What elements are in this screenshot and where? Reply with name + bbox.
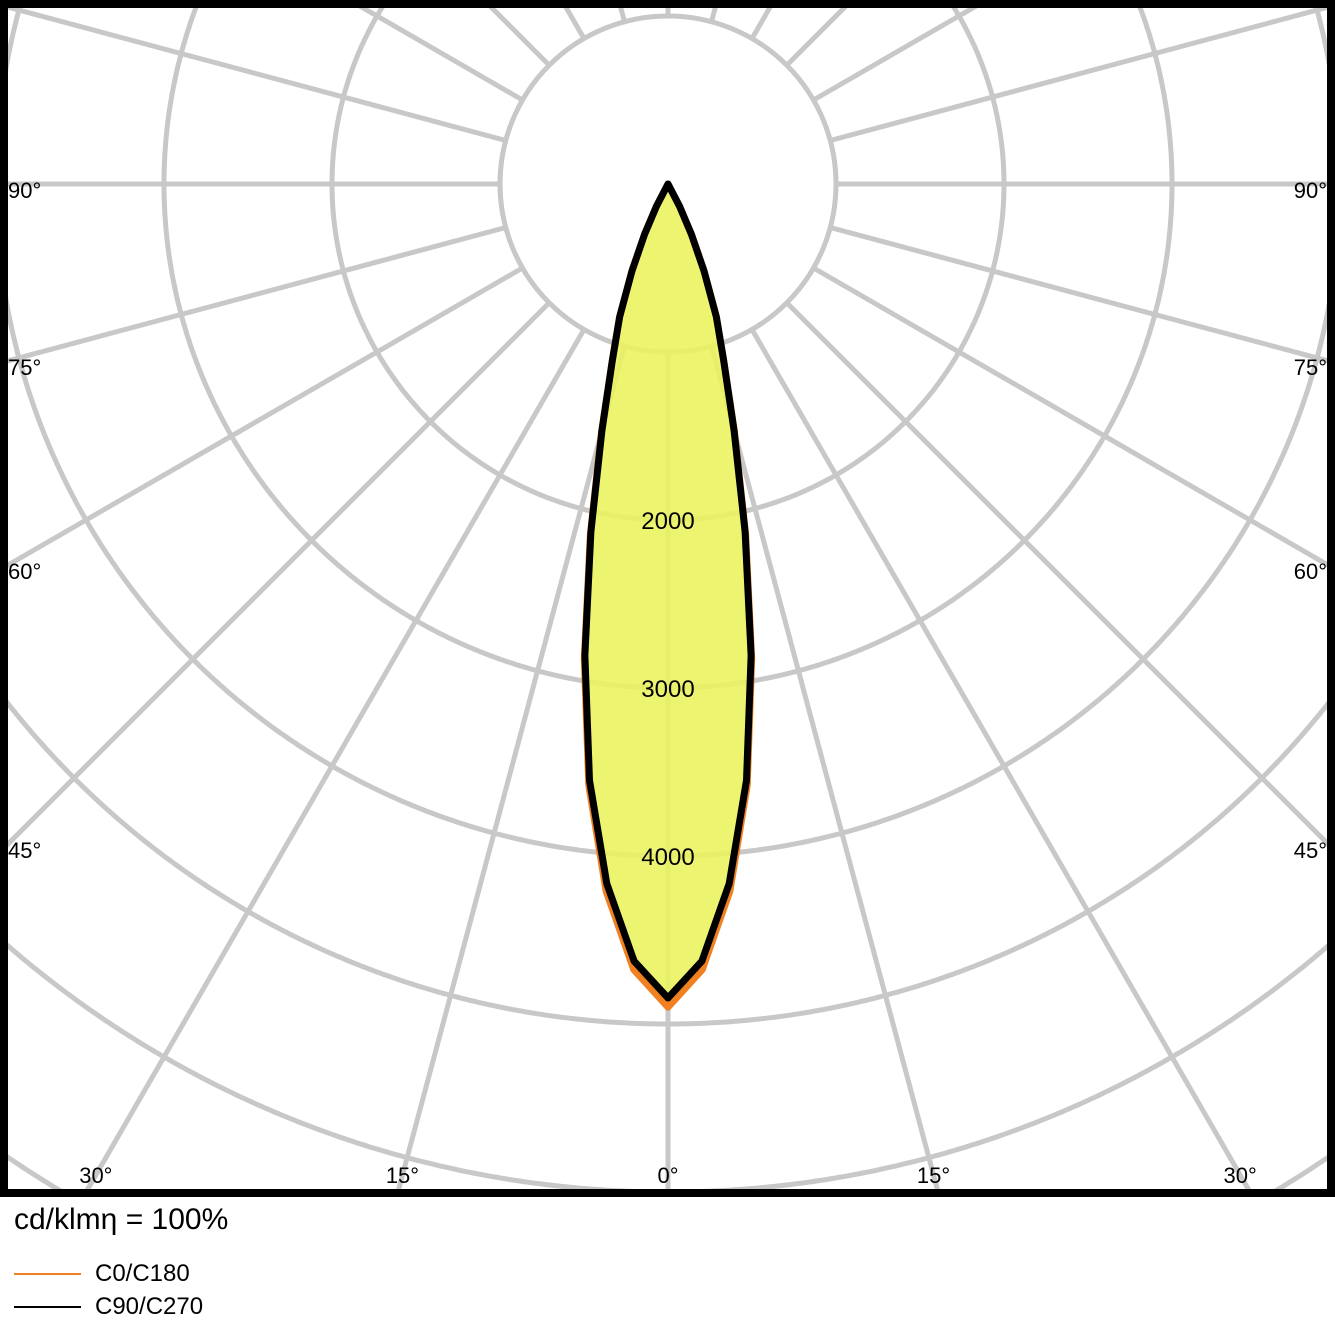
radial-gridline xyxy=(749,328,1253,1195)
angle-label: 45° xyxy=(8,838,41,863)
radial-gridline xyxy=(2,301,551,850)
polar-intensity-chart: 2000 3000 4000 90° 90° 75° 75° 60° 60° 45° 45° 30° 1… xyxy=(0,0,1335,1197)
radial-gridline xyxy=(395,345,627,1194)
legend-label: C0/C180 xyxy=(95,1260,190,1287)
radial-gridline xyxy=(2,265,524,570)
angle-label: 45° xyxy=(1294,838,1327,863)
ring-gridline xyxy=(4,699,1332,1027)
angle-label: 30° xyxy=(79,1163,112,1188)
angle-label: 60° xyxy=(1294,559,1327,584)
plot-frame xyxy=(0,0,1335,1197)
angle-label: 90° xyxy=(1294,178,1327,203)
radial-gridline xyxy=(83,328,587,1195)
curves xyxy=(580,180,756,1011)
legend-swatch-orange xyxy=(14,1273,81,1275)
radial-gridline xyxy=(709,345,941,1194)
radial-gridline xyxy=(561,2,587,40)
ring-label: 3000 xyxy=(641,676,694,703)
angle-label: 75° xyxy=(1294,355,1327,380)
ring-label: 4000 xyxy=(641,844,694,871)
polar-grid xyxy=(1,1,1334,1195)
radial-gridline xyxy=(812,265,1333,569)
radial-gridline xyxy=(812,1,982,103)
legend-swatch-black xyxy=(14,1306,81,1308)
radial-gridline xyxy=(486,2,551,67)
legend-label: C90/C270 xyxy=(95,1293,204,1320)
radial-gridline xyxy=(3,3,507,143)
radial-gridline xyxy=(354,1,524,103)
legend-item-c90-c270: C90/C270 xyxy=(14,1292,203,1322)
ring-gridline xyxy=(4,1154,1332,1195)
ring-gridline xyxy=(5,942,1331,1195)
axis-labels: 2000 3000 4000 90° 90° 75° 75° 60° 60° 45° 45° 30° 1… xyxy=(8,178,1327,1188)
angle-label: 90° xyxy=(8,178,41,203)
radial-gridline xyxy=(3,225,507,365)
angle-label: 75° xyxy=(8,355,41,380)
radial-gridline xyxy=(785,301,1333,849)
series-c90-c270 xyxy=(581,180,755,1002)
angle-label: 15° xyxy=(917,1163,950,1188)
ring-label: 2000 xyxy=(641,508,694,535)
radial-gridline xyxy=(829,225,1332,365)
radial-gridline xyxy=(785,2,850,67)
ring-gridline xyxy=(1,3,1334,859)
ring-gridline xyxy=(329,3,1007,523)
radial-gridline xyxy=(829,3,1332,143)
lobe-fill xyxy=(584,184,752,1008)
legend-item-c0-c180: C0/C180 xyxy=(14,1259,190,1289)
angle-label: 0° xyxy=(657,1163,678,1188)
angle-label: 60° xyxy=(8,559,41,584)
angle-label: 30° xyxy=(1224,1163,1257,1188)
ring-gridline xyxy=(161,4,1175,691)
radial-gridline xyxy=(749,2,775,40)
unit-label: cd/klmη = 100% xyxy=(14,1203,229,1236)
angle-label: 15° xyxy=(386,1163,419,1188)
